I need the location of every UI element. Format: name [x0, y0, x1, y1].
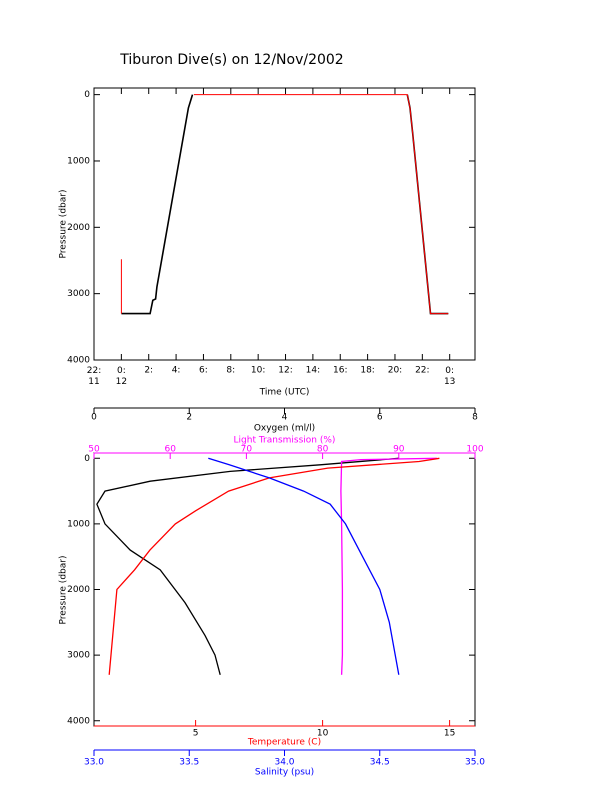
profile-trace: [96, 457, 399, 675]
x-tick-label: 0: 13: [444, 366, 455, 387]
x-tick-label: 0: 12: [116, 366, 127, 387]
x-tick-label: 18:: [360, 366, 374, 376]
x-tick-label: 4:: [172, 366, 181, 376]
x-tick-label: 100: [466, 445, 483, 455]
dive-trace: [121, 94, 449, 315]
x-tick-label: 8: [472, 413, 478, 423]
y-tick-label: 3000: [67, 651, 90, 661]
x-tick-label: 34.0: [274, 758, 294, 768]
plot-frame: [93, 87, 476, 361]
y-tick-label: 0: [84, 90, 90, 100]
y-tick-label: 2000: [67, 223, 90, 233]
x-tick-label: 15: [444, 729, 455, 739]
x-tick-label: 5: [193, 729, 199, 739]
profile-trace: [108, 457, 440, 675]
x-tick-label: 2:: [144, 366, 153, 376]
plot-frame: [93, 452, 476, 727]
x-tick-label: 0: [91, 413, 97, 423]
y-tick-label: 3000: [67, 289, 90, 299]
x-tick-label: 16:: [333, 366, 347, 376]
x-tick-label: 6:: [199, 366, 208, 376]
x-tick-label: 6: [377, 413, 383, 423]
x-tick-label: 33.5: [179, 758, 199, 768]
x-tick-label: 80: [317, 445, 329, 455]
x-tick-label: 35.0: [465, 758, 485, 768]
x-tick-label: 22: 11: [87, 366, 101, 387]
y-tick-label: 2000: [67, 585, 90, 595]
x-tick-label: 34.5: [370, 758, 390, 768]
dive-trace: [120, 94, 449, 315]
x-axis-label: Salinity (psu): [255, 768, 314, 778]
x-tick-label: 12:: [278, 366, 292, 376]
x-tick-label: 22:: [415, 366, 429, 376]
profile-trace: [208, 457, 400, 675]
x-axis-label: Temperature (C): [247, 738, 321, 748]
x-tick-label: 14:: [306, 366, 320, 376]
x-axis-label: Time (UTC): [259, 388, 310, 398]
x-tick-label: 10:: [251, 366, 265, 376]
x-tick-label: 70: [241, 445, 253, 455]
x-tick-label: 33.0: [84, 758, 104, 768]
x-tick-label: 8:: [226, 366, 235, 376]
x-tick-label: 10: [317, 729, 329, 739]
y-tick-label: 4000: [67, 716, 90, 726]
profile-trace: [340, 457, 437, 675]
x-tick-label: 4: [282, 413, 288, 423]
y-tick-label: 1000: [67, 519, 90, 529]
y-tick-label: 1000: [67, 156, 90, 166]
x-tick-label: 90: [393, 445, 405, 455]
x-tick-label: 60: [164, 445, 176, 455]
y-tick-label: 0: [84, 454, 90, 464]
x-axis-label: Oxygen (ml/l): [254, 424, 315, 434]
x-tick-label: 50: [88, 445, 100, 455]
x-axis-label: Light Transmission (%): [234, 436, 336, 446]
y-tick-label: 4000: [67, 356, 90, 366]
x-tick-label: 20:: [388, 366, 402, 376]
y-axis-label: Pressure (dbar): [59, 190, 69, 259]
x-tick-label: 2: [186, 413, 192, 423]
y-axis-label: Pressure (dbar): [59, 556, 69, 625]
chart-title: Tiburon Dive(s) on 12/Nov/2002: [119, 52, 343, 68]
